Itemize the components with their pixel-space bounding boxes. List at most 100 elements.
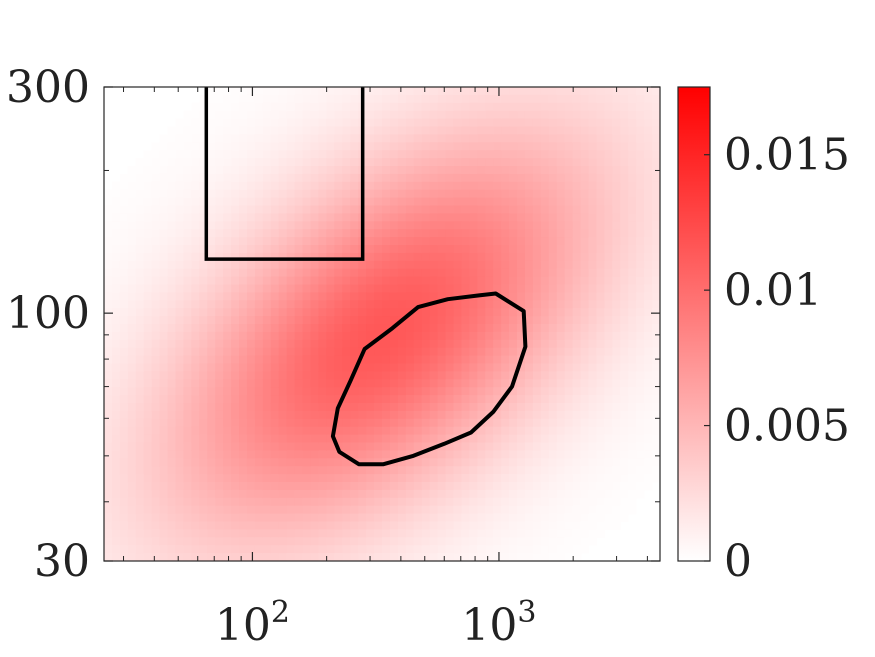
colorbar-label-0: 0 (724, 536, 752, 587)
heatmap-cell (183, 126, 192, 135)
heatmap-cell (294, 284, 304, 293)
heatmap-cell (612, 355, 621, 365)
heatmap-cell (135, 316, 145, 325)
heatmap-cell (199, 395, 208, 404)
heatmap-cell (175, 324, 185, 333)
heatmap-cell (532, 442, 542, 451)
heatmap-cell (278, 410, 288, 420)
heatmap-cell (628, 102, 637, 112)
heatmap-cell (413, 308, 423, 317)
heatmap-cell (453, 260, 463, 270)
heatmap-cell (540, 229, 550, 238)
heatmap-cell (397, 387, 407, 396)
heatmap-cell (135, 426, 145, 436)
heatmap-cell (517, 110, 526, 120)
heatmap-cell (374, 537, 383, 546)
heatmap-cell (620, 150, 629, 159)
heatmap-cell (135, 355, 145, 365)
heatmap-cell (389, 252, 399, 262)
heatmap-cell (326, 237, 335, 246)
heatmap-cell (111, 229, 121, 238)
heatmap-cell (199, 260, 208, 270)
heatmap-cell (119, 237, 129, 246)
heatmap-cell (207, 197, 216, 207)
heatmap-cell (636, 221, 645, 230)
heatmap-cell (127, 229, 137, 238)
heatmap-cell (556, 450, 566, 459)
heatmap-cell (262, 150, 272, 159)
heatmap-cell (151, 418, 161, 428)
heatmap-cell (636, 300, 645, 309)
heatmap-cell (167, 426, 177, 436)
heatmap-cell (175, 553, 185, 561)
heatmap-cell (469, 371, 478, 380)
heatmap-cell (644, 355, 653, 365)
heatmap-cell (302, 339, 312, 349)
heatmap-cell (143, 276, 153, 286)
heatmap-cell (270, 387, 280, 396)
heatmap-cell (207, 118, 216, 128)
heatmap-cell (477, 458, 486, 467)
heatmap-cell (437, 213, 447, 222)
heatmap-cell (501, 268, 510, 278)
heatmap-cell (358, 489, 367, 499)
heatmap-cell (350, 489, 359, 499)
heatmap-cell (318, 410, 327, 420)
heatmap-cell (104, 316, 113, 325)
heatmap-cell (143, 260, 153, 270)
heatmap-cell (246, 316, 256, 325)
heatmap-cell (342, 252, 351, 262)
heatmap-cell (207, 284, 216, 293)
heatmap-cell (382, 276, 391, 286)
heatmap-cell (262, 513, 272, 523)
heatmap-cell (326, 260, 335, 270)
heatmap-cell (397, 110, 407, 120)
heatmap-cell (207, 331, 216, 341)
heatmap-cell (652, 324, 660, 333)
heatmap-cell (254, 181, 264, 191)
y-axis: 300 100 30 (6, 62, 660, 587)
heatmap-cell (254, 537, 264, 546)
colorbar-label-0.01: 0.01 (724, 265, 822, 316)
heatmap-cell (342, 466, 351, 475)
heatmap-cell (278, 426, 288, 436)
heatmap-cell (540, 134, 550, 143)
heatmap-cell (596, 252, 605, 262)
heatmap-cell (366, 316, 375, 325)
heatmap-cell (517, 268, 526, 278)
heatmap-cell (429, 339, 439, 349)
heatmap-cell (540, 466, 550, 475)
heatmap-cell (215, 474, 224, 483)
heatmap-cell (286, 379, 296, 388)
heatmap-cell (326, 537, 335, 546)
heatmap-cell (358, 442, 367, 451)
heatmap-cell (294, 458, 304, 467)
heatmap-cell (104, 355, 113, 365)
heatmap-cell (183, 418, 192, 428)
heatmap-cell (231, 252, 240, 262)
heatmap-cell (207, 276, 216, 286)
heatmap-cell (294, 434, 304, 444)
heatmap-cell (175, 371, 185, 380)
heatmap-cell (612, 126, 621, 135)
heatmap-cell (477, 426, 486, 436)
heatmap-cell (342, 150, 351, 159)
heatmap-cell (596, 324, 605, 333)
heatmap-cell (501, 197, 510, 207)
heatmap-cell (262, 292, 272, 301)
heatmap-cell (318, 331, 327, 341)
heatmap-cell (334, 300, 343, 309)
heatmap-cell (469, 245, 478, 254)
heatmap-cell (278, 363, 288, 372)
heatmap-cell (294, 347, 304, 357)
heatmap-cell (485, 529, 494, 538)
heatmap-cell (477, 118, 486, 128)
heatmap-cell (517, 363, 526, 372)
heatmap-cell (207, 102, 216, 112)
heatmap-cell (421, 308, 431, 317)
heatmap-cell (183, 371, 192, 380)
heatmap-cell (477, 537, 486, 546)
heatmap-cell (524, 158, 534, 167)
heatmap-cell (628, 363, 637, 372)
heatmap-cell (246, 529, 256, 538)
